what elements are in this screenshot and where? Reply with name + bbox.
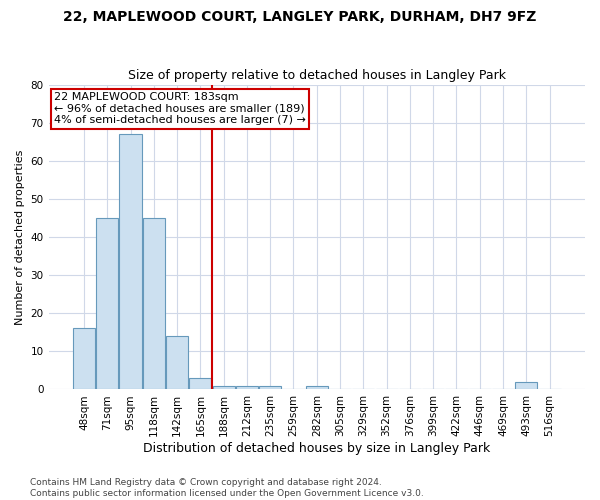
Bar xyxy=(259,386,281,390)
Bar xyxy=(143,218,165,390)
Bar xyxy=(515,382,538,390)
X-axis label: Distribution of detached houses by size in Langley Park: Distribution of detached houses by size … xyxy=(143,442,490,455)
Bar xyxy=(119,134,142,390)
Title: Size of property relative to detached houses in Langley Park: Size of property relative to detached ho… xyxy=(128,69,506,82)
Y-axis label: Number of detached properties: Number of detached properties xyxy=(15,150,25,324)
Bar xyxy=(166,336,188,390)
Bar xyxy=(73,328,95,390)
Text: Contains HM Land Registry data © Crown copyright and database right 2024.
Contai: Contains HM Land Registry data © Crown c… xyxy=(30,478,424,498)
Text: 22 MAPLEWOOD COURT: 183sqm
← 96% of detached houses are smaller (189)
4% of semi: 22 MAPLEWOOD COURT: 183sqm ← 96% of deta… xyxy=(54,92,306,126)
Bar xyxy=(236,386,258,390)
Text: 22, MAPLEWOOD COURT, LANGLEY PARK, DURHAM, DH7 9FZ: 22, MAPLEWOOD COURT, LANGLEY PARK, DURHA… xyxy=(64,10,536,24)
Bar xyxy=(96,218,118,390)
Bar xyxy=(306,386,328,390)
Bar xyxy=(212,386,235,390)
Bar xyxy=(190,378,211,390)
